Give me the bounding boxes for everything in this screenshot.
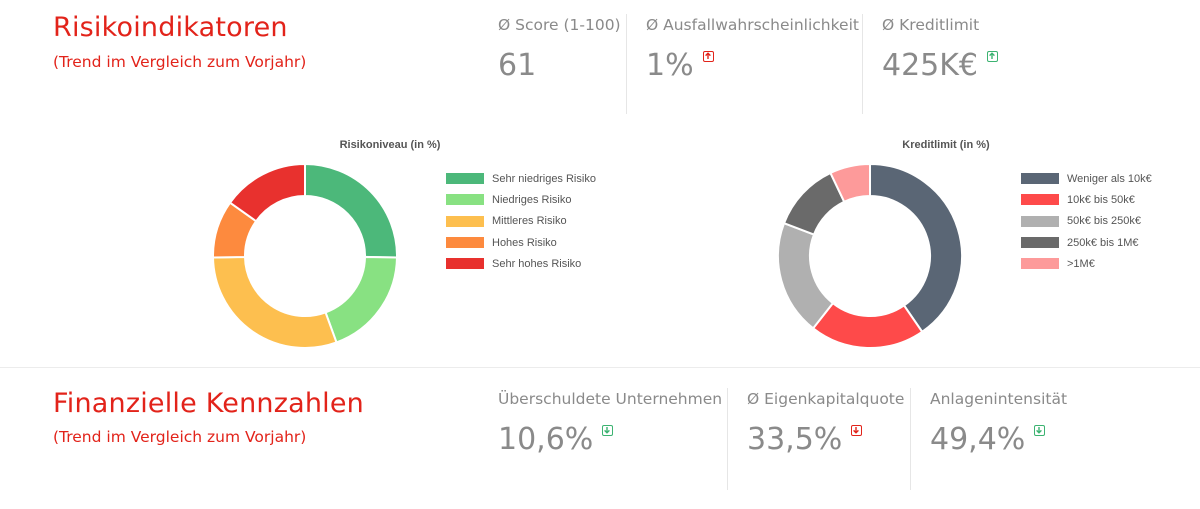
legend-item[interactable]: 10k€ bis 50k€ (1021, 189, 1152, 210)
kpi-score: Ø Score (1-100) 61 (498, 16, 621, 83)
kpi-label: Ø Eigenkapitalquote (747, 390, 905, 408)
legend-label: Mittleres Risiko (492, 215, 567, 228)
kpi-label: Ø Kreditlimit (882, 16, 980, 34)
risk-legend: Sehr niedriges Risiko Niedriges Risiko Mit… (446, 168, 596, 274)
legend-swatch (1021, 194, 1059, 206)
legend-swatch (1021, 215, 1059, 227)
legend-label: Weniger als 10k€ (1067, 172, 1152, 185)
divider (626, 14, 627, 114)
legend-label: 50k€ bis 250k€ (1067, 215, 1141, 228)
donut-slice (869, 162, 963, 334)
kpi-default-probability: Ø Ausfallwahrscheinlichkeit 1% (646, 16, 859, 83)
legend-label: Sehr niedriges Risiko (492, 172, 596, 185)
legend-swatch (1021, 258, 1059, 270)
donut-slice (324, 255, 399, 344)
kpi-asset-intensity: Anlagenintensität 49,4% (930, 390, 1067, 457)
kpi-label: Ø Ausfallwahrscheinlichkeit (646, 16, 859, 34)
legend-item[interactable]: Mittleres Risiko (446, 211, 596, 232)
legend-label: 10k€ bis 50k€ (1067, 193, 1135, 206)
divider (727, 388, 728, 490)
legend-item[interactable]: 250k€ bis 1M€ (1021, 232, 1152, 253)
kpi-label: Überschuldete Unternehmen (498, 390, 723, 408)
risk-section-title: Risikoindikatoren (53, 12, 288, 43)
credit-donut-chart (777, 162, 963, 349)
legend-swatch (446, 237, 484, 249)
kpi-value: 10,6% (498, 422, 594, 457)
legend-item[interactable]: 50k€ bis 250k€ (1021, 211, 1152, 232)
kpi-value: 33,5% (747, 422, 843, 457)
legend-label: 250k€ bis 1M€ (1067, 236, 1139, 249)
trend-down-icon (851, 425, 863, 436)
kpi-value: 61 (498, 48, 537, 83)
legend-item[interactable]: Sehr hohes Risiko (446, 253, 596, 274)
trend-up-icon (702, 51, 714, 62)
trend-down-icon (1034, 425, 1046, 436)
divider (862, 14, 863, 114)
donut-slice (211, 255, 338, 349)
credit-legend: Weniger als 10k€ 10k€ bis 50k€ 50k€ bis 25… (1021, 168, 1152, 274)
legend-label: Sehr hohes Risiko (492, 257, 582, 270)
finance-section-subtitle: (Trend im Vergleich zum Vorjahr) (53, 428, 307, 446)
donut-slice (777, 221, 835, 330)
legend-swatch (1021, 173, 1059, 185)
legend-item[interactable]: Weniger als 10k€ (1021, 168, 1152, 189)
legend-swatch (446, 194, 484, 206)
legend-item[interactable]: Niedriges Risiko (446, 189, 596, 210)
kpi-value: 49,4% (930, 422, 1026, 457)
legend-swatch (1021, 237, 1059, 249)
legend-item[interactable]: >1M€ (1021, 253, 1152, 274)
legend-label: Niedriges Risiko (492, 193, 572, 206)
legend-label: >1M€ (1067, 257, 1095, 270)
chart-title-risk: Risikoniveau (in %) (339, 139, 441, 151)
kpi-equity-ratio: Ø Eigenkapitalquote 33,5% (747, 390, 904, 457)
legend-label: Hohes Risiko (492, 236, 557, 249)
legend-item[interactable]: Sehr niedriges Risiko (446, 168, 596, 189)
finance-section-title: Finanzielle Kennzahlen (53, 388, 364, 419)
legend-item[interactable]: Hohes Risiko (446, 232, 596, 253)
divider (910, 388, 911, 490)
chart-title-credit: Kreditlimit (in %) (902, 139, 990, 151)
kpi-value: 1% (646, 48, 694, 83)
kpi-credit-limit: Ø Kreditlimit 425K€ (882, 16, 999, 83)
donut-slice (228, 162, 306, 223)
risk-donut-chart (211, 162, 399, 349)
donut-slice (829, 162, 871, 204)
kpi-label: Anlagenintensität (930, 390, 1068, 408)
kpi-value: 425K€ (882, 48, 979, 83)
trend-up-icon (987, 51, 999, 62)
legend-swatch (446, 215, 484, 227)
legend-swatch (446, 173, 484, 185)
risk-section-subtitle: (Trend im Vergleich zum Vorjahr) (53, 53, 307, 71)
donut-slice (811, 301, 924, 349)
legend-swatch (446, 258, 484, 270)
donut-slice (304, 162, 398, 259)
kpi-label: Ø Score (1-100) (498, 16, 621, 34)
kpi-overindebted: Überschuldete Unternehmen 10,6% (498, 390, 722, 457)
trend-down-icon (602, 425, 614, 436)
section-divider (0, 367, 1200, 368)
